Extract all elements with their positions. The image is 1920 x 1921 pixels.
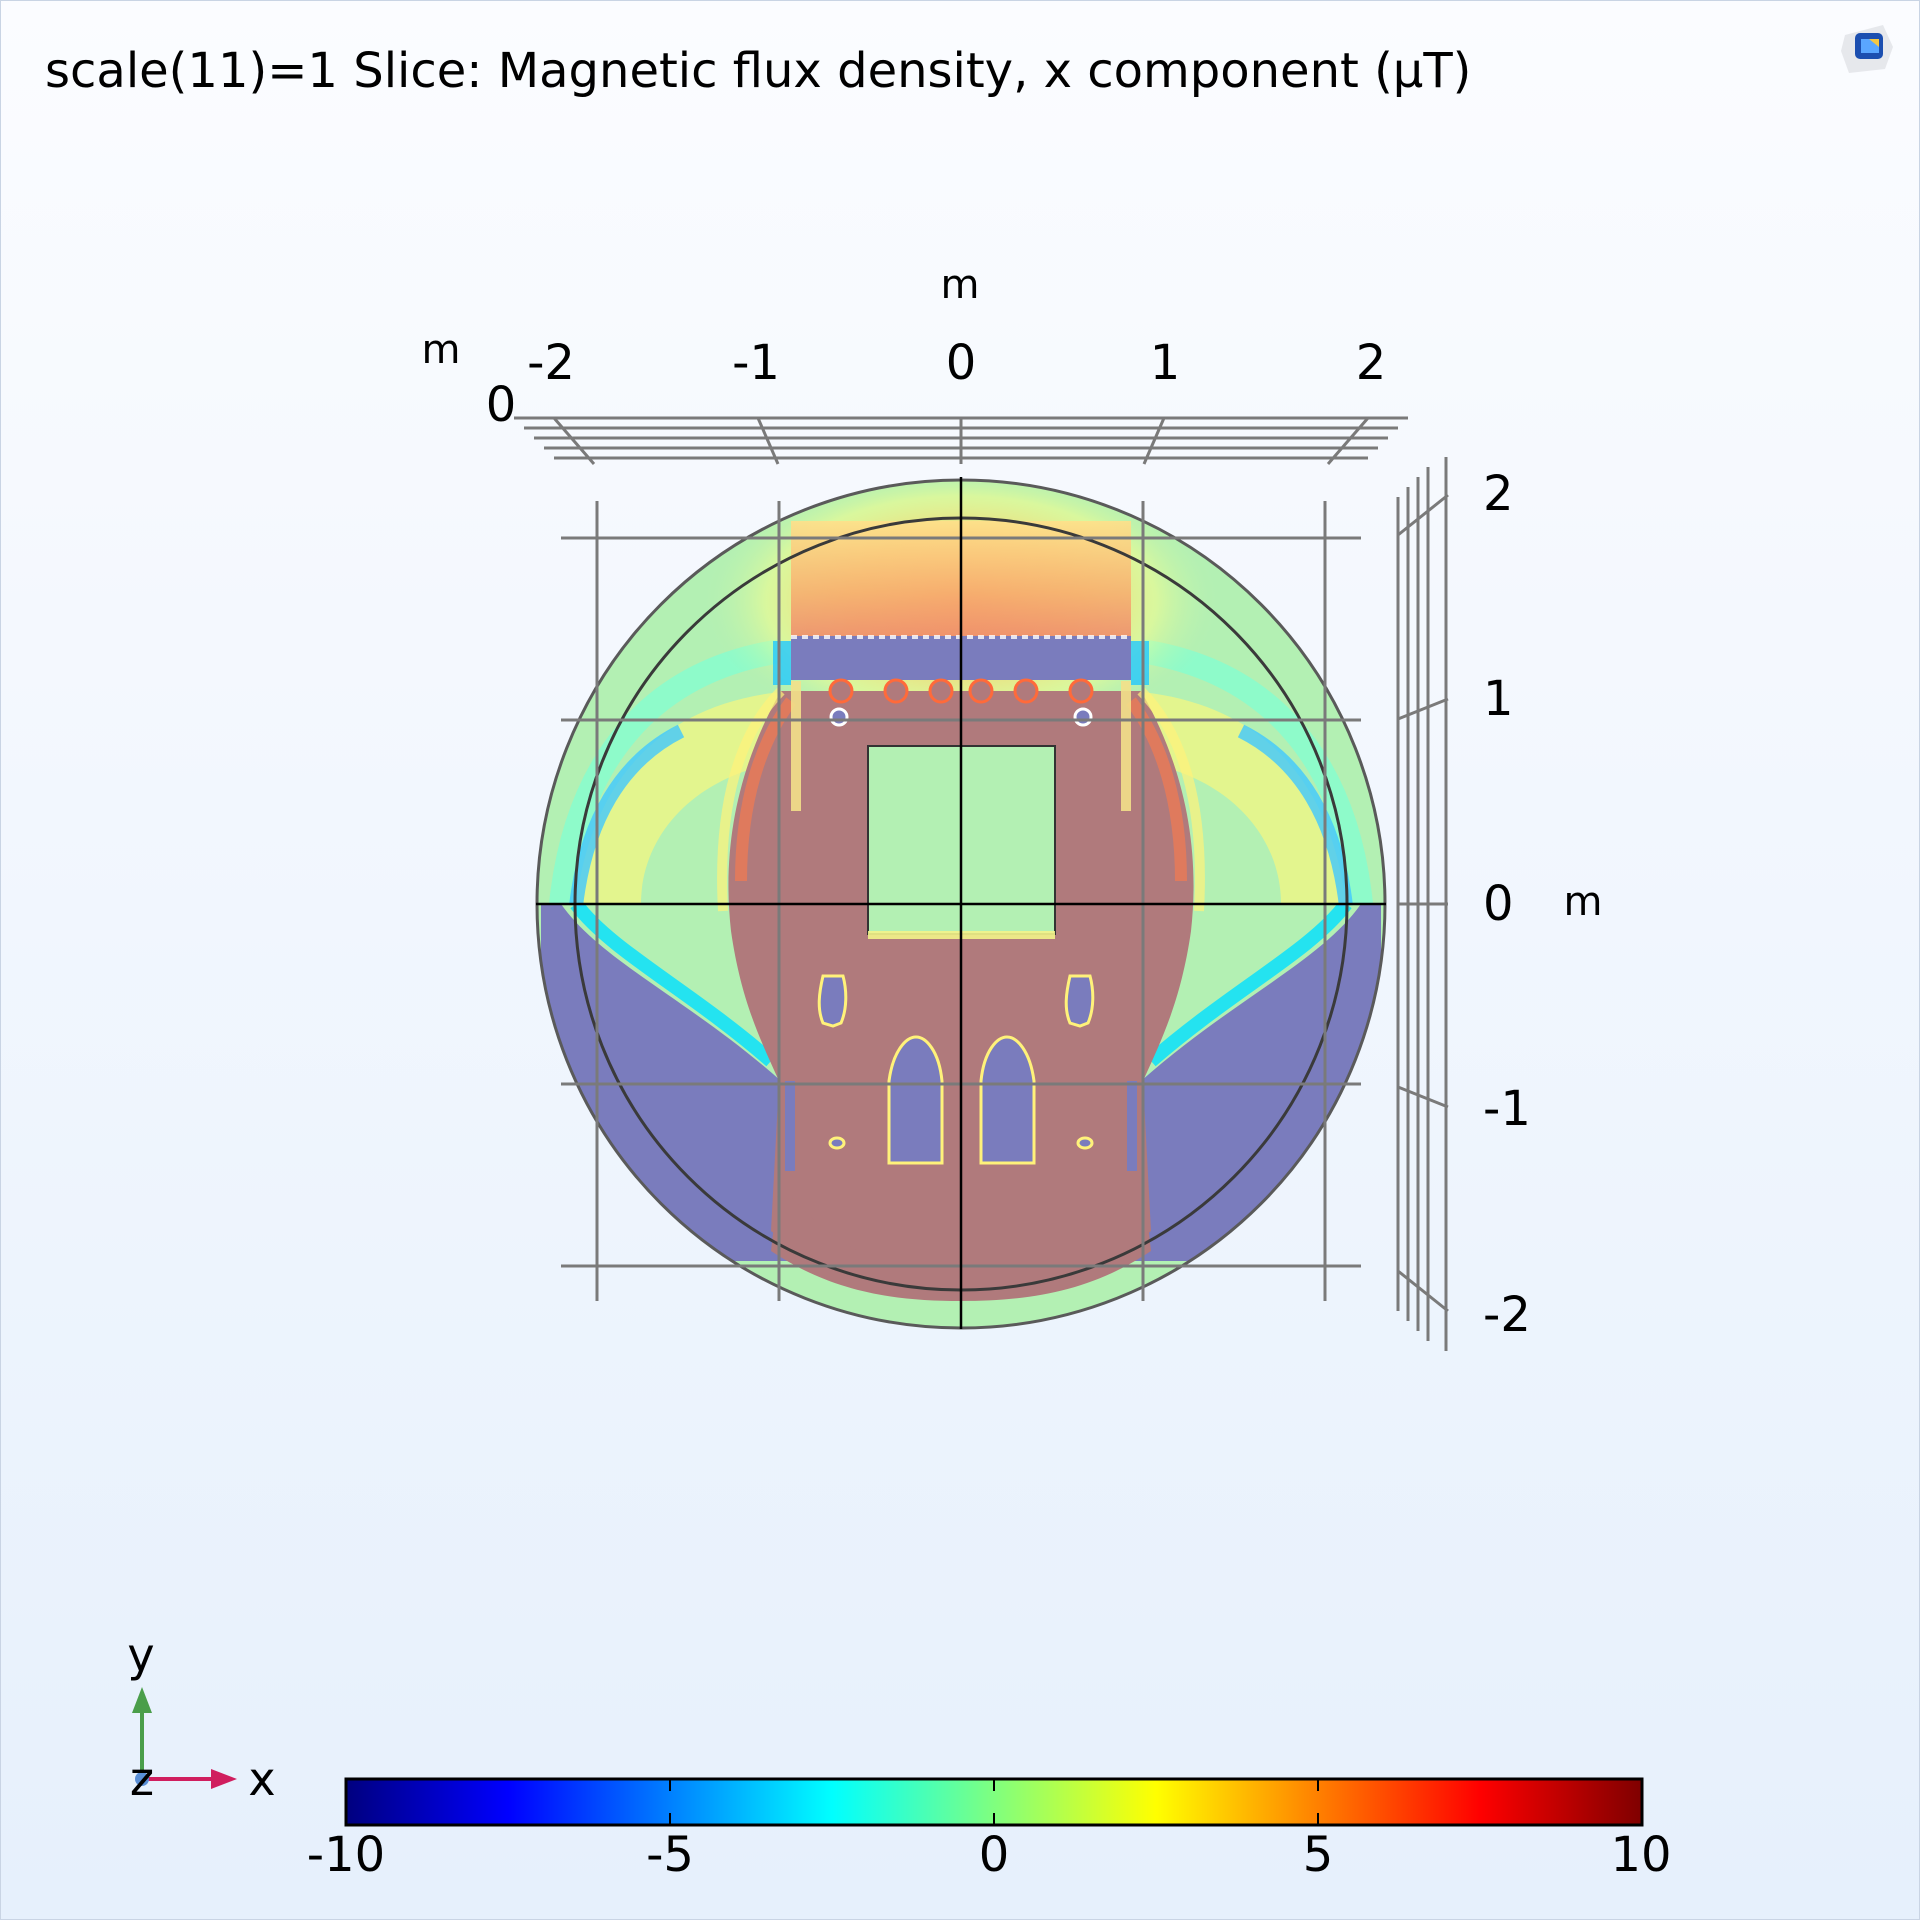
colorbar-tick-label: 0	[979, 1827, 1010, 1883]
axis-labels: m m m -2 -1 0 1 2 0 2 1 0 -1 -2	[422, 262, 1603, 1343]
x-tick-label: -2	[527, 335, 575, 391]
y-axis-unit-label: m	[1564, 879, 1603, 925]
x-tick-label: -1	[732, 335, 780, 391]
triad-x-label: x	[248, 1752, 275, 1806]
y-tick-label: -2	[1483, 1287, 1531, 1343]
colorbar-ticks	[669, 1779, 1319, 1825]
plot-title: scale(11)=1 Slice: Magnetic flux density…	[45, 43, 1472, 99]
triad-z-label: z	[130, 1752, 154, 1806]
y-axis-ruler	[1396, 457, 1449, 1351]
colorbar-tick-label: -5	[646, 1827, 694, 1883]
negative-inclusions	[817, 974, 1095, 1165]
z-tick-label: 0	[486, 377, 517, 433]
colorbar-tick-label: 10	[1610, 1827, 1671, 1883]
coordinate-triad: y x z	[127, 1628, 275, 1806]
y-tick-label: -1	[1483, 1081, 1531, 1137]
colorbar-tick-label: 5	[1303, 1827, 1334, 1883]
triad-y-label: y	[127, 1628, 154, 1682]
y-tick-label: 1	[1483, 671, 1514, 727]
y-tick-label: 0	[1483, 876, 1514, 932]
comsol-logo-icon[interactable]	[1839, 21, 1897, 75]
colorbar-tick-label: -10	[307, 1827, 385, 1883]
x-tick-label: 0	[946, 335, 977, 391]
x-axis-unit-label: m	[941, 262, 980, 308]
colorbar-labels: -10 -5 0 5 10	[307, 1827, 1672, 1883]
x-tick-label: 2	[1356, 335, 1387, 391]
y-tick-label: 2	[1483, 466, 1514, 522]
origin-axes	[536, 477, 1386, 1329]
z-axis-unit-label: m	[422, 327, 461, 373]
x-axis-ruler	[514, 416, 1408, 465]
x-tick-label: 1	[1150, 335, 1181, 391]
